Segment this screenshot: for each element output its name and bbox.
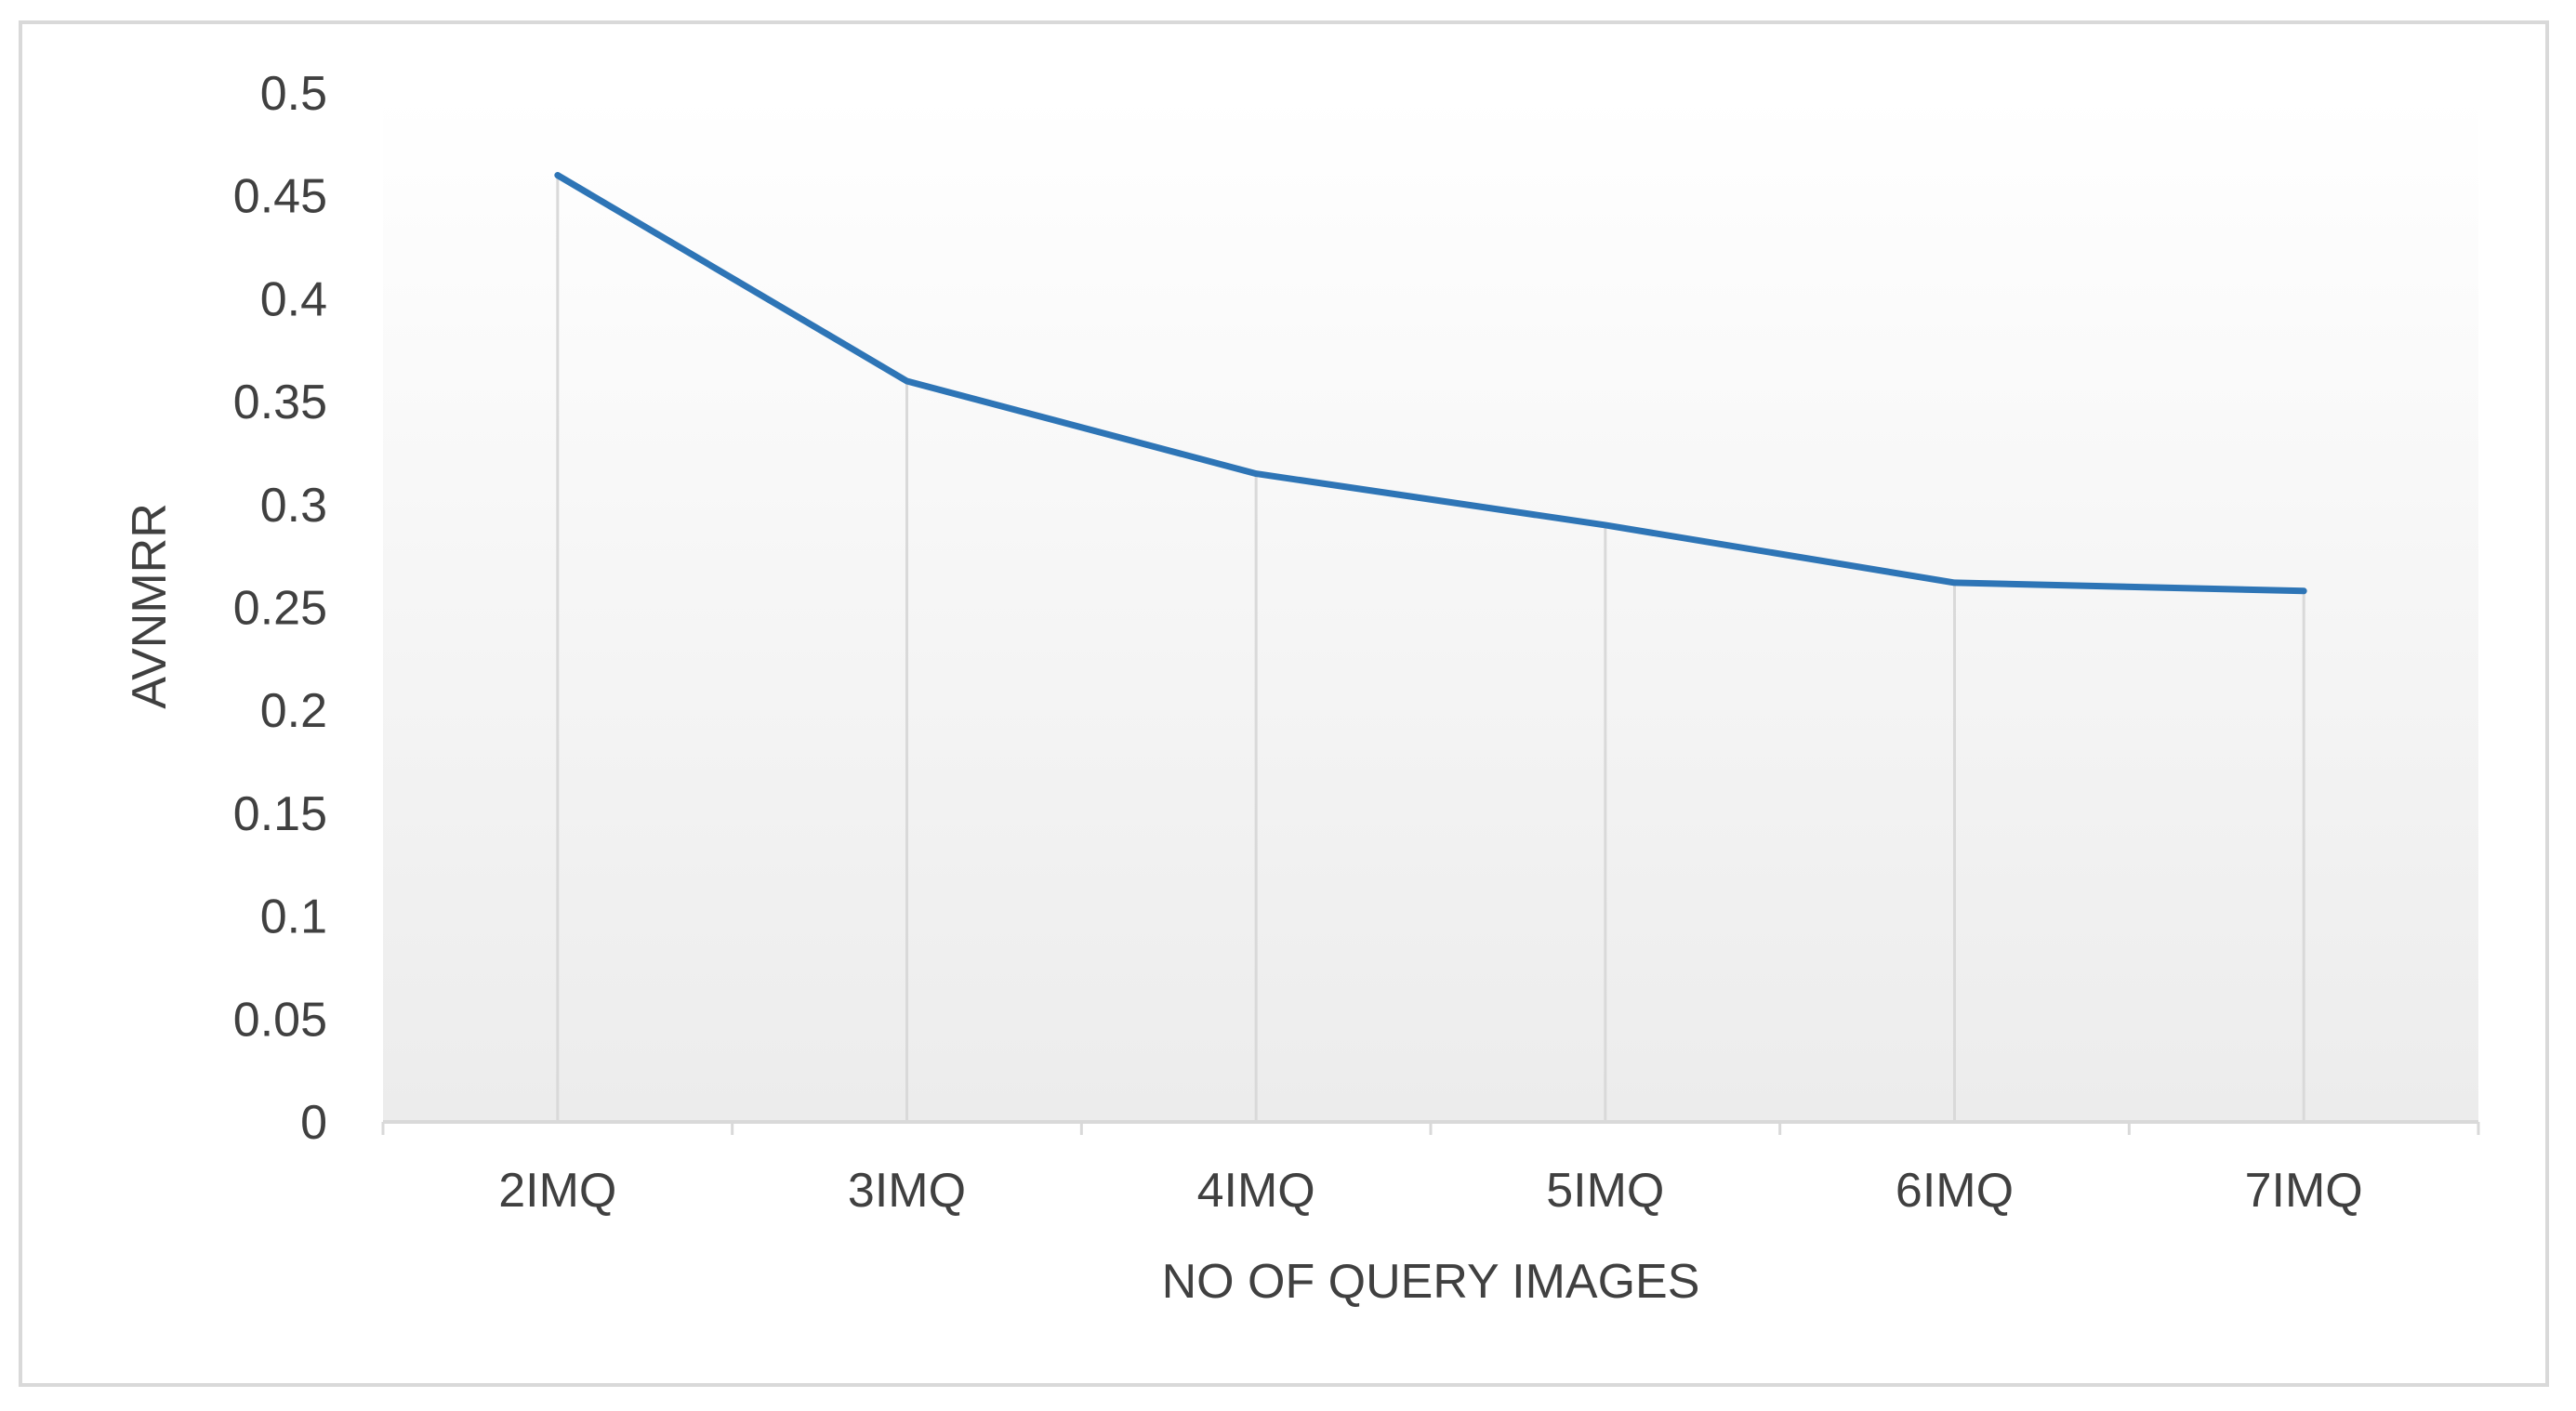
x-tick-label: 6IMQ — [1896, 1164, 2014, 1218]
y-tick-label: 0.35 — [233, 376, 327, 429]
plot-area — [383, 93, 2478, 1122]
y-axis-title: AVNMRR — [123, 503, 177, 708]
y-tick-label: 0.5 — [260, 67, 327, 121]
y-axis-tick-labels: 0 0.05 0.1 0.15 0.2 0.25 0.3 0.35 0.4 0.45 0.5 — [233, 67, 327, 1150]
series-line — [554, 172, 2307, 595]
x-tick-label: 7IMQ — [2245, 1164, 2363, 1218]
x-tick-label: 3IMQ — [848, 1164, 966, 1218]
y-tick-label: 0.2 — [260, 684, 327, 738]
y-tick-label: 0.3 — [260, 479, 327, 533]
x-axis-ticks — [381, 1122, 2480, 1135]
y-tick-label: 0.05 — [233, 993, 327, 1047]
x-tick-label: 5IMQ — [1546, 1164, 1664, 1218]
y-tick-label: 0.25 — [233, 582, 327, 636]
x-tick-label: 4IMQ — [1197, 1164, 1315, 1218]
x-axis-tick-labels: 2IMQ 3IMQ 4IMQ 5IMQ 6IMQ 7IMQ — [498, 1164, 2362, 1218]
y-tick-label: 0.45 — [233, 170, 327, 224]
x-axis-title: NO OF QUERY IMAGES — [1162, 1255, 1700, 1309]
y-tick-label: 0.15 — [233, 787, 327, 841]
x-tick-label: 2IMQ — [498, 1164, 616, 1218]
y-tick-label: 0.1 — [260, 890, 327, 944]
drop-lines — [556, 175, 2305, 1122]
y-tick-label: 0 — [300, 1096, 327, 1150]
y-tick-label: 0.4 — [260, 272, 327, 326]
